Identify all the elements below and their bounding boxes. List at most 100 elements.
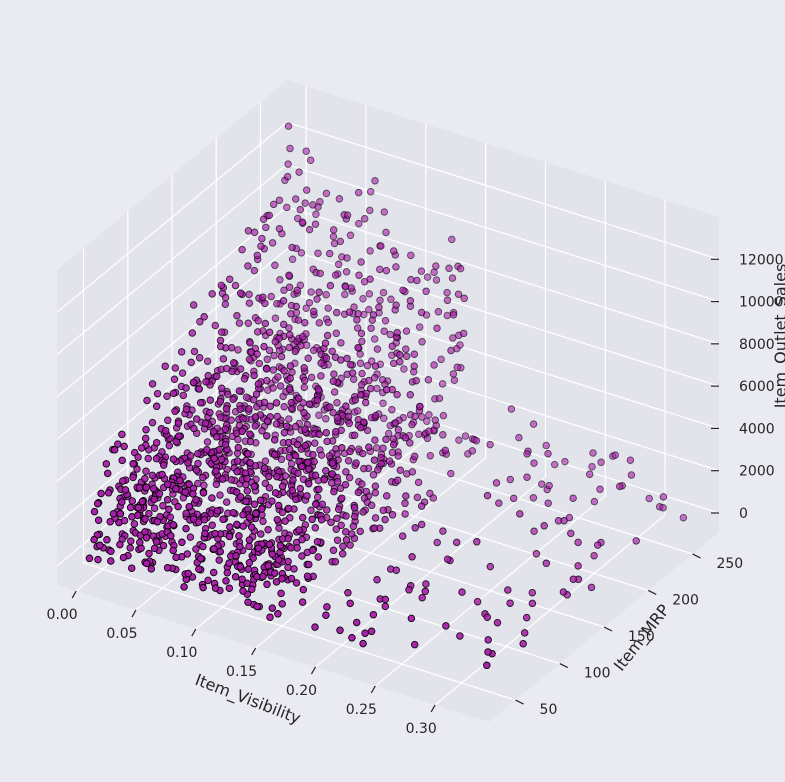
data-point — [271, 337, 280, 346]
data-point — [376, 265, 384, 274]
data-point — [344, 457, 353, 465]
data-point — [355, 219, 363, 228]
data-point — [244, 598, 252, 606]
data-point — [258, 427, 266, 435]
data-point — [279, 320, 288, 329]
data-point — [357, 423, 365, 432]
data-point — [234, 346, 242, 354]
data-point — [141, 434, 150, 443]
data-point — [422, 287, 430, 296]
data-point — [430, 268, 438, 276]
data-point — [407, 275, 415, 284]
data-point — [449, 334, 457, 342]
data-point — [238, 575, 246, 583]
data-point — [85, 554, 94, 563]
y-tick-mark — [515, 699, 524, 705]
data-point — [309, 307, 318, 316]
data-point — [329, 377, 338, 385]
data-point — [200, 481, 208, 490]
data-point — [435, 394, 444, 403]
data-point — [195, 354, 204, 362]
data-point — [410, 452, 419, 461]
data-point — [288, 486, 297, 495]
data-point — [280, 367, 288, 375]
data-point — [260, 342, 268, 351]
data-point — [473, 597, 482, 606]
data-point — [229, 508, 237, 517]
data-point — [302, 186, 311, 194]
data-point — [448, 235, 456, 244]
data-point — [326, 281, 335, 290]
data-point — [217, 384, 226, 393]
data-point — [245, 405, 253, 413]
data-point — [304, 465, 313, 473]
data-point — [483, 613, 492, 621]
data-point — [530, 527, 538, 535]
data-point — [102, 460, 111, 468]
data-point — [278, 575, 286, 583]
data-point — [336, 484, 345, 493]
data-point — [381, 595, 390, 604]
data-point — [228, 367, 236, 376]
data-point — [128, 513, 136, 521]
data-point — [360, 418, 368, 426]
data-point — [569, 494, 577, 502]
data-point — [284, 122, 293, 130]
data-point — [331, 271, 340, 279]
data-point — [231, 573, 240, 581]
data-point — [138, 497, 147, 506]
data-point — [391, 419, 400, 427]
data-point — [293, 440, 302, 449]
data-point — [265, 484, 274, 492]
data-point — [433, 538, 441, 547]
data-point — [324, 304, 332, 312]
data-point — [394, 426, 403, 434]
data-point — [211, 584, 220, 592]
data-point — [305, 298, 314, 307]
data-point — [304, 458, 312, 467]
data-point — [142, 483, 151, 492]
data-point — [134, 503, 143, 512]
data-point — [611, 451, 619, 459]
data-point — [197, 554, 205, 563]
data-point — [107, 547, 115, 556]
data-point — [322, 467, 330, 475]
data-point — [458, 588, 466, 596]
data-point — [294, 316, 303, 324]
data-point — [354, 488, 363, 497]
data-point — [167, 532, 175, 540]
data-point — [329, 232, 338, 241]
data-point — [411, 524, 419, 532]
data-point — [178, 538, 186, 547]
data-point — [226, 523, 234, 531]
data-point — [615, 482, 624, 491]
data-point — [292, 495, 300, 504]
data-point — [327, 479, 336, 487]
data-point — [382, 435, 390, 444]
data-point — [203, 446, 211, 454]
data-point — [353, 324, 362, 332]
data-point — [408, 420, 416, 429]
data-point — [184, 569, 193, 578]
data-point — [371, 177, 379, 185]
data-point — [236, 289, 245, 298]
data-point — [253, 328, 262, 336]
data-point — [360, 464, 368, 473]
data-point — [251, 422, 259, 430]
data-point — [381, 515, 389, 524]
data-point — [142, 533, 151, 542]
data-point — [312, 500, 320, 508]
data-point — [389, 247, 398, 255]
data-point — [285, 343, 294, 352]
data-point — [249, 396, 258, 404]
data-point — [283, 172, 292, 181]
data-point — [375, 303, 383, 312]
data-point — [431, 416, 439, 424]
data-point — [265, 346, 274, 355]
data-point — [295, 526, 303, 534]
data-point — [365, 443, 373, 451]
data-point — [118, 498, 126, 506]
data-point — [211, 321, 220, 330]
data-point — [152, 402, 161, 411]
